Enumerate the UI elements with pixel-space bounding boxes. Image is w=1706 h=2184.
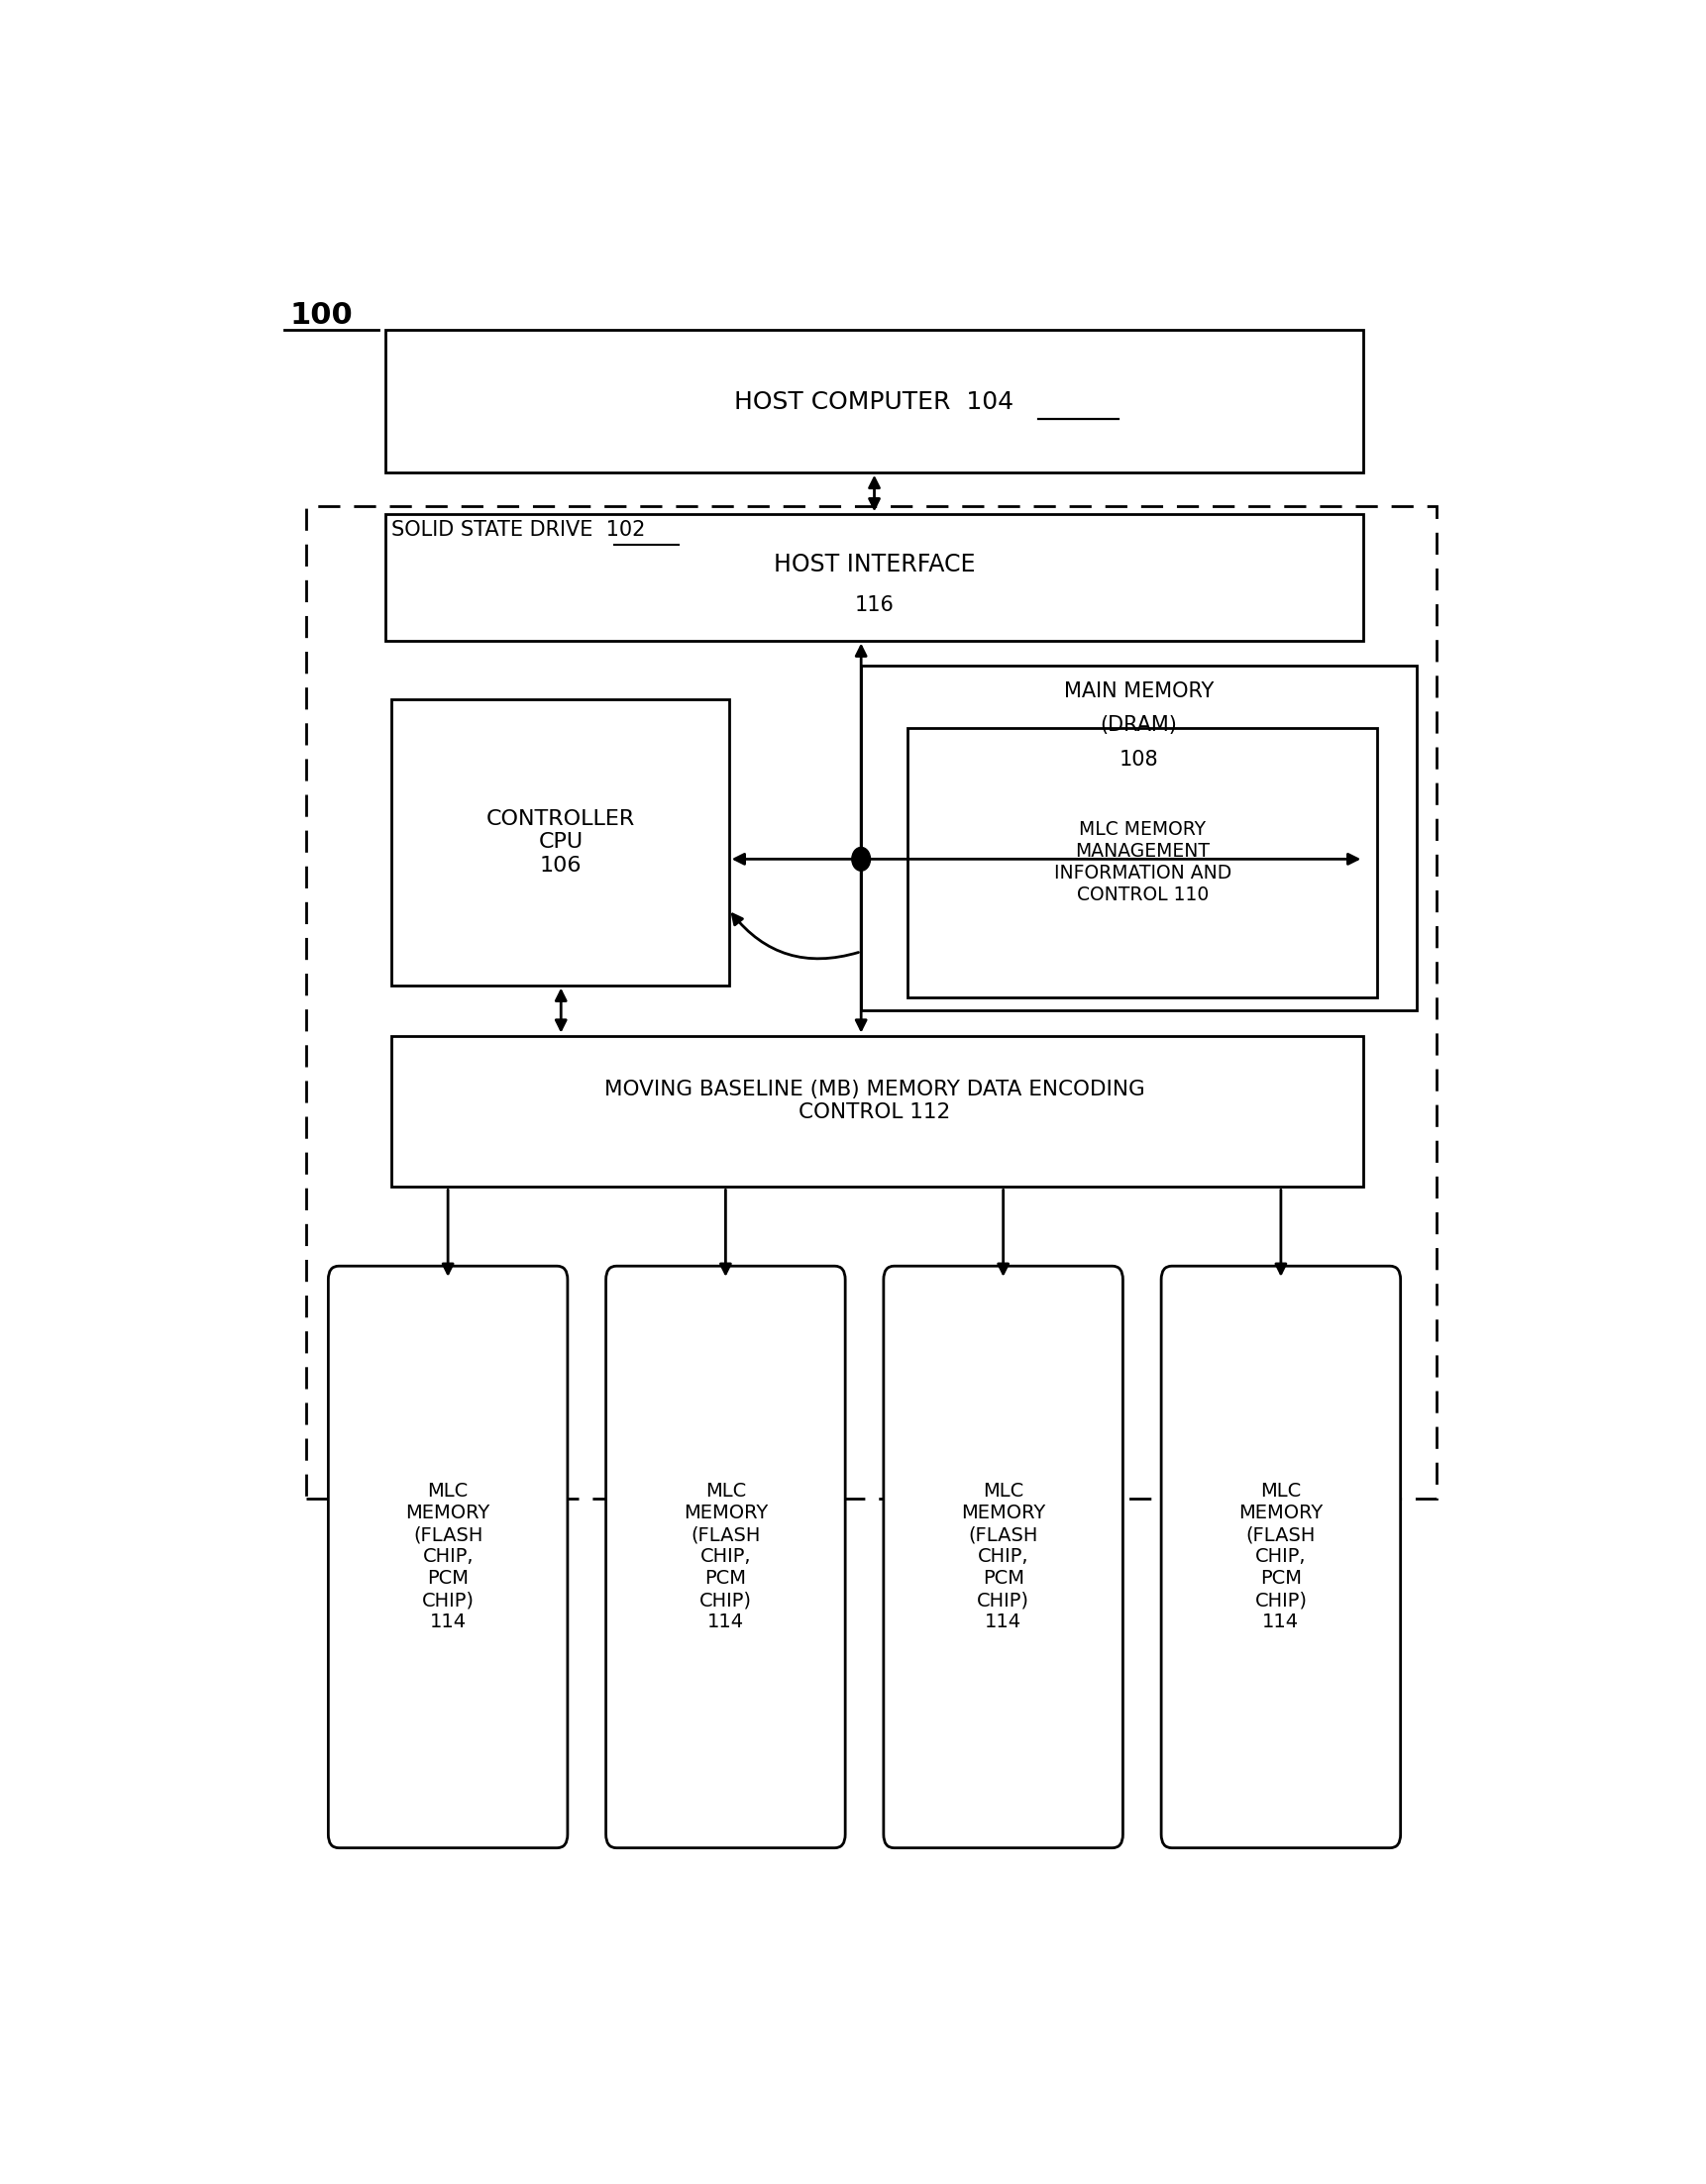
Text: MLC
MEMORY
(FLASH
CHIP,
PCM
CHIP)
114: MLC MEMORY (FLASH CHIP, PCM CHIP) 114	[960, 1483, 1046, 1631]
Text: MAIN MEMORY: MAIN MEMORY	[1065, 681, 1213, 701]
Text: MLC
MEMORY
(FLASH
CHIP,
PCM
CHIP)
114: MLC MEMORY (FLASH CHIP, PCM CHIP) 114	[1239, 1483, 1324, 1631]
FancyBboxPatch shape	[606, 1267, 844, 1848]
Circle shape	[851, 847, 870, 871]
FancyArrowPatch shape	[732, 915, 858, 959]
Text: 116: 116	[855, 596, 894, 616]
Bar	[386, 513, 1363, 640]
Text: MOVING BASELINE (MB) MEMORY DATA ENCODING
CONTROL 112: MOVING BASELINE (MB) MEMORY DATA ENCODIN…	[604, 1079, 1145, 1123]
Bar	[392, 1035, 1363, 1188]
Text: CONTROLLER
CPU
106: CONTROLLER CPU 106	[486, 810, 635, 876]
FancyBboxPatch shape	[1162, 1267, 1401, 1848]
Bar	[862, 666, 1416, 1011]
Text: HOST COMPUTER  104: HOST COMPUTER 104	[735, 389, 1013, 413]
Text: 108: 108	[1119, 749, 1158, 769]
FancyBboxPatch shape	[884, 1267, 1123, 1848]
Bar	[908, 727, 1377, 996]
FancyBboxPatch shape	[328, 1267, 568, 1848]
Text: MLC
MEMORY
(FLASH
CHIP,
PCM
CHIP)
114: MLC MEMORY (FLASH CHIP, PCM CHIP) 114	[684, 1483, 768, 1631]
Text: 100: 100	[290, 301, 353, 330]
Text: HOST INTERFACE: HOST INTERFACE	[773, 553, 976, 577]
Bar	[305, 507, 1436, 1498]
Text: MLC MEMORY
MANAGEMENT
INFORMATION AND
CONTROL 110: MLC MEMORY MANAGEMENT INFORMATION AND CO…	[1054, 821, 1232, 904]
Bar	[386, 330, 1363, 472]
Text: SOLID STATE DRIVE  102: SOLID STATE DRIVE 102	[392, 520, 647, 539]
Bar	[392, 699, 728, 985]
Text: (DRAM): (DRAM)	[1100, 714, 1177, 734]
Text: MLC
MEMORY
(FLASH
CHIP,
PCM
CHIP)
114: MLC MEMORY (FLASH CHIP, PCM CHIP) 114	[406, 1483, 490, 1631]
